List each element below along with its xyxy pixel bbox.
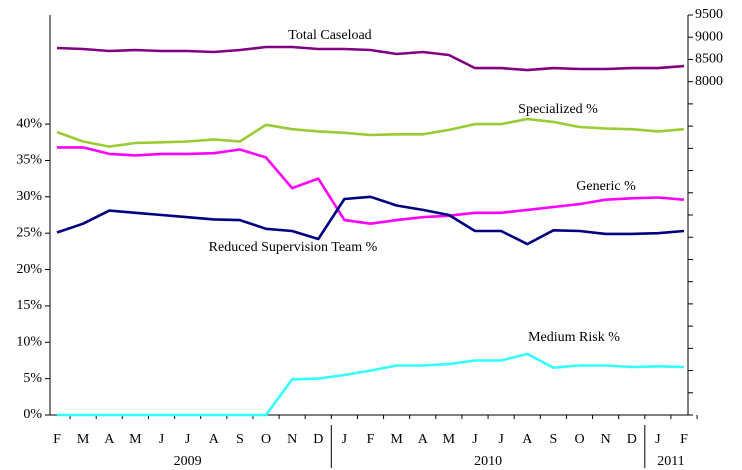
x-tick-label: J <box>159 432 165 447</box>
series-line <box>56 195 685 246</box>
x-tick-label: D <box>627 432 637 447</box>
x-tick-label: O <box>261 432 271 447</box>
x-tick-label: A <box>209 432 220 447</box>
x-tick-label: M <box>390 432 403 447</box>
series-label: Medium Risk % <box>528 330 620 345</box>
y2-tick-label: 8500 <box>695 52 723 67</box>
x-tick-label: J <box>185 432 191 447</box>
year-label: 2009 <box>174 454 202 469</box>
x-tick-label: S <box>236 432 244 447</box>
y-tick-label: 25% <box>16 225 42 240</box>
series-label: Generic % <box>576 179 636 194</box>
x-tick-label: O <box>574 432 584 447</box>
x-tick-label: F <box>367 432 375 447</box>
x-tick-label: J <box>342 432 348 447</box>
x-tick-label: A <box>522 432 533 447</box>
year-label: 2011 <box>657 454 684 469</box>
y-tick-label: 15% <box>16 298 42 313</box>
series-label: Specialized % <box>518 102 598 117</box>
y-tick-label: 0% <box>23 407 42 422</box>
x-tick-label: J <box>655 432 661 447</box>
series-line <box>57 146 685 225</box>
x-tick-label: A <box>104 432 115 447</box>
series-label: Reduced Supervision Team % <box>209 240 378 255</box>
y-tick-label: 40% <box>16 116 42 131</box>
x-tick-label: J <box>472 432 478 447</box>
y2-tick-label: 8000 <box>695 74 723 89</box>
y-tick-label: 20% <box>16 262 42 277</box>
x-tick-label: N <box>601 432 611 447</box>
y-tick-label: 10% <box>16 334 42 349</box>
x-tick-label: J <box>498 432 504 447</box>
x-tick-label: F <box>53 432 61 447</box>
series-line <box>56 117 685 148</box>
y2-tick-label: 9000 <box>695 29 723 44</box>
y-tick-label: 30% <box>16 189 42 204</box>
x-tick-label: F <box>680 432 688 447</box>
y2-tick-label: 9500 <box>695 7 723 22</box>
series-label: Total Caseload <box>288 28 371 43</box>
x-tick-label: A <box>418 432 429 447</box>
x-tick-label: S <box>549 432 557 447</box>
y-tick-label: 5% <box>23 371 42 386</box>
series-line <box>57 352 685 417</box>
x-tick-label: N <box>287 432 297 447</box>
x-tick-label: M <box>443 432 456 447</box>
y-tick-label: 35% <box>16 153 42 168</box>
x-tick-label: D <box>313 432 323 447</box>
x-tick-label: M <box>77 432 90 447</box>
series-line <box>56 45 685 72</box>
year-label: 2010 <box>474 454 502 469</box>
x-tick-label: M <box>129 432 142 447</box>
